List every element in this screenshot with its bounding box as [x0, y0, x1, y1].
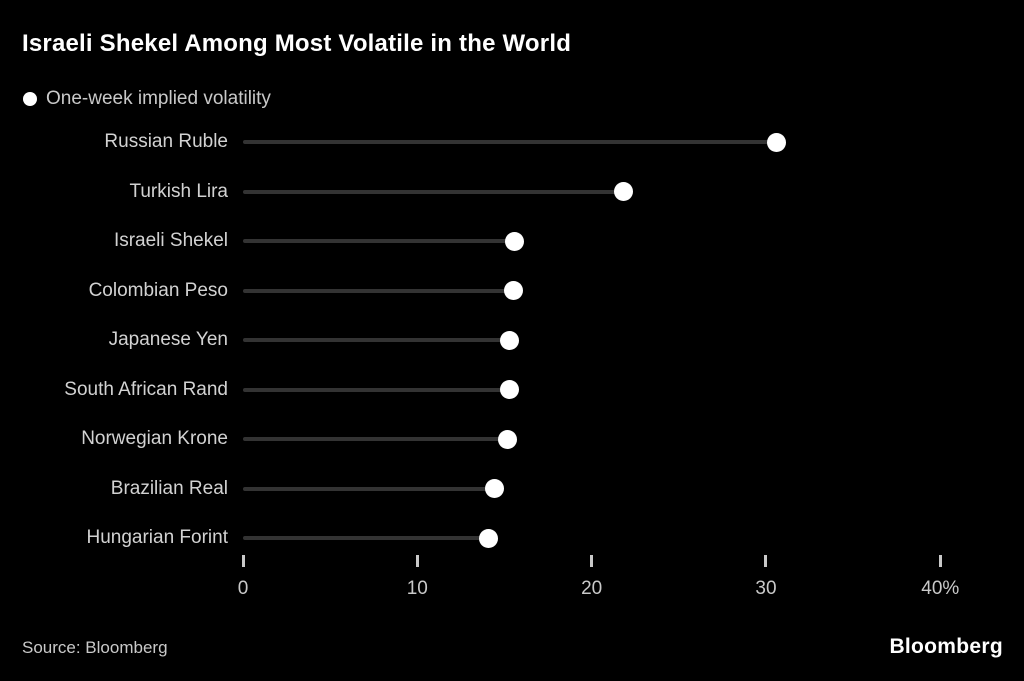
stem-line-south-african-rand: [243, 387, 510, 392]
data-point-dot-japanese-yen: [500, 330, 520, 350]
data-point-dot-turkish-lira: [613, 182, 633, 201]
x-axis-tick-label-30: 30: [755, 578, 777, 599]
data-point-dot-colombian-peso: [503, 281, 523, 300]
row-label-norwegian-krone: Norwegian Krone: [81, 428, 228, 449]
stem-line-norwegian-krone: [243, 437, 508, 441]
row-label-turkish-lira: Turkish Lira: [129, 180, 228, 202]
bloomberg-logo: Bloomberg: [889, 635, 1003, 658]
row-label-russian-ruble: Russian Ruble: [104, 131, 228, 152]
row-label-brazilian-real: Brazilian Real: [110, 477, 228, 499]
x-axis-tick-mark-30: [764, 555, 768, 567]
x-axis-tick-mark-10: [415, 555, 419, 567]
stem-line-israeli-shekel: [243, 239, 515, 243]
legend: One-week implied volatility: [23, 88, 271, 110]
row-label-colombian-peso: Colombian Peso: [88, 279, 228, 301]
stem-line-russian-ruble: [243, 140, 777, 144]
x-axis-tick-label-40: 40%: [921, 578, 960, 599]
x-axis-tick-mark-0: [241, 555, 245, 567]
x-axis-tick-label-0: 0: [237, 578, 249, 599]
data-point-dot-south-african-rand: [500, 380, 520, 399]
x-axis-tick-mark-40: [938, 555, 942, 567]
x-axis-tick-label-20: 20: [581, 578, 603, 599]
stem-line-brazilian-real: [243, 486, 495, 491]
stem-line-turkish-lira: [243, 189, 624, 194]
x-axis-tick-mark-20: [590, 555, 594, 567]
row-label-hungarian-forint: Hungarian Forint: [86, 527, 228, 548]
x-axis-tick-label-10: 10: [406, 578, 428, 599]
row-label-south-african-rand: South African Rand: [64, 378, 228, 400]
stem-line-colombian-peso: [243, 288, 514, 293]
data-point-dot-hungarian-forint: [479, 528, 499, 548]
data-point-dot-russian-ruble: [766, 132, 786, 152]
row-label-japanese-yen: Japanese Yen: [108, 329, 228, 350]
legend-label: One-week implied volatility: [46, 88, 271, 109]
stem-line-japanese-yen: [243, 338, 510, 342]
chart-title: Israeli Shekel Among Most Volatile in th…: [22, 30, 572, 57]
stem-line-hungarian-forint: [243, 536, 489, 540]
data-point-dot-brazilian-real: [484, 479, 504, 498]
data-point-dot-norwegian-krone: [498, 429, 518, 449]
data-point-dot-israeli-shekel: [505, 231, 525, 251]
legend-dot-icon: [23, 92, 37, 106]
source-note: Source: Bloomberg: [22, 638, 168, 657]
row-label-israeli-shekel: Israeli Shekel: [113, 230, 228, 251]
